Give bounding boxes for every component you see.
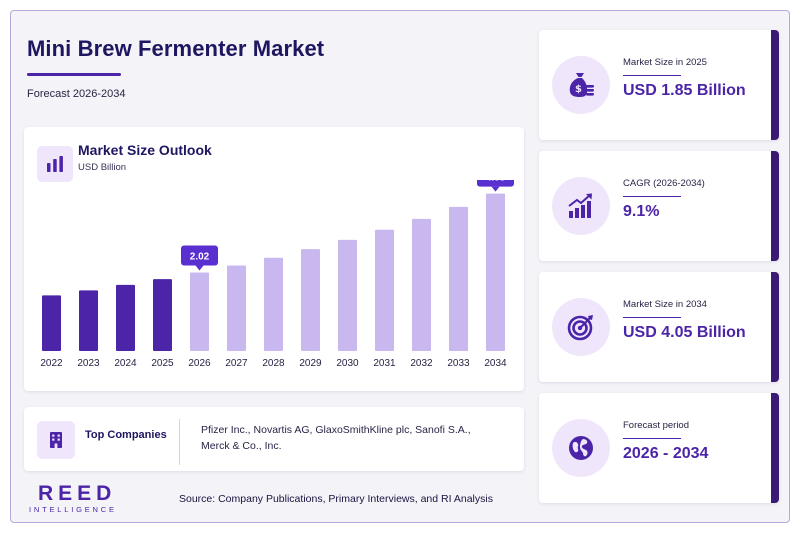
brand-logo: REED xyxy=(38,482,117,505)
bar-2028 xyxy=(264,257,283,351)
bar-2024 xyxy=(116,284,135,351)
x-tick-label: 2030 xyxy=(336,358,359,369)
stat-card-market-2034: Market Size in 2034 USD 4.05 Billion xyxy=(539,272,779,382)
x-tick-label: 2026 xyxy=(188,358,211,369)
stat-card-cagr: CAGR (2026-2034) 9.1% xyxy=(539,151,779,261)
title-underline xyxy=(27,73,121,76)
bar-2023 xyxy=(79,290,98,351)
x-tick-label: 2031 xyxy=(373,358,396,369)
stat-rule xyxy=(623,317,681,318)
svg-text:$: $ xyxy=(575,84,582,95)
data-label-2034: 4.05 xyxy=(477,180,514,192)
x-tick-label: 2028 xyxy=(262,358,285,369)
svg-text:4.05: 4.05 xyxy=(486,180,506,184)
building-icon xyxy=(37,421,75,459)
svg-text:2.02: 2.02 xyxy=(190,251,210,262)
bar-2029 xyxy=(301,249,320,351)
card-accent xyxy=(771,151,779,261)
bar-2027 xyxy=(227,265,246,351)
stat-label: Market Size in 2025 xyxy=(623,57,707,68)
bar-2034 xyxy=(486,193,505,351)
x-tick-label: 2023 xyxy=(77,358,100,369)
source-note: Source: Company Publications, Primary In… xyxy=(179,493,493,505)
card-accent xyxy=(771,272,779,382)
x-tick-label: 2024 xyxy=(114,358,137,369)
stat-label: Market Size in 2034 xyxy=(623,299,707,310)
bar-2032 xyxy=(412,218,431,351)
top-companies-card xyxy=(24,407,524,471)
bar-chart-icon xyxy=(37,146,73,182)
x-tick-label: 2032 xyxy=(410,358,433,369)
page-title: Mini Brew Fermenter Market xyxy=(27,36,325,61)
chart-unit: USD Billion xyxy=(78,162,127,173)
stat-rule xyxy=(623,196,681,197)
top-companies-list: Pfizer Inc., Novartis AG, GlaxoSmithKlin… xyxy=(201,424,471,452)
x-tick-label: 2029 xyxy=(299,358,322,369)
stat-label: Forecast period xyxy=(623,420,690,431)
companies-divider xyxy=(179,419,180,465)
stat-value: USD 1.85 Billion xyxy=(623,82,746,99)
card-accent xyxy=(771,30,779,140)
bar-2022 xyxy=(42,295,61,351)
stat-rule xyxy=(623,75,681,76)
stat-value: 2026 - 2034 xyxy=(623,445,709,462)
chart-title: Market Size Outlook xyxy=(78,142,212,158)
globe-icon xyxy=(552,419,610,477)
bar-2025 xyxy=(153,279,172,351)
bar-2026 xyxy=(190,272,209,351)
x-tick-label: 2034 xyxy=(484,358,507,369)
bar-2033 xyxy=(449,206,468,351)
x-tick-label: 2033 xyxy=(447,358,470,369)
bar-chart: 2022 2023 2024 2025 2026 2.02 2027 2028 2029 2030… xyxy=(40,180,514,369)
card-accent xyxy=(771,393,779,503)
data-label-2026: 2.02 xyxy=(181,245,218,271)
stat-card-forecast-period: Forecast period 2026 - 2034 xyxy=(539,393,779,503)
brand-logo-sub: INTELLIGENCE xyxy=(29,505,117,514)
bar-2030 xyxy=(338,239,357,351)
stat-value: 9.1% xyxy=(623,203,660,220)
stat-label: CAGR (2026-2034) xyxy=(623,178,705,189)
x-tick-label: 2025 xyxy=(151,358,174,369)
money-bag-icon: $ xyxy=(552,56,610,114)
page-subtitle: Forecast 2026-2034 xyxy=(27,88,126,100)
stat-rule xyxy=(623,438,681,439)
target-icon xyxy=(552,298,610,356)
top-companies-label: Top Companies xyxy=(85,429,167,441)
growth-chart-icon xyxy=(552,177,610,235)
x-tick-label: 2027 xyxy=(225,358,248,369)
bar-2031 xyxy=(375,229,394,351)
x-tick-label: 2022 xyxy=(40,358,63,369)
stat-card-market-2025: $ Market Size in 2025 USD 1.85 Billion xyxy=(539,30,779,140)
stat-value: USD 4.05 Billion xyxy=(623,324,746,341)
